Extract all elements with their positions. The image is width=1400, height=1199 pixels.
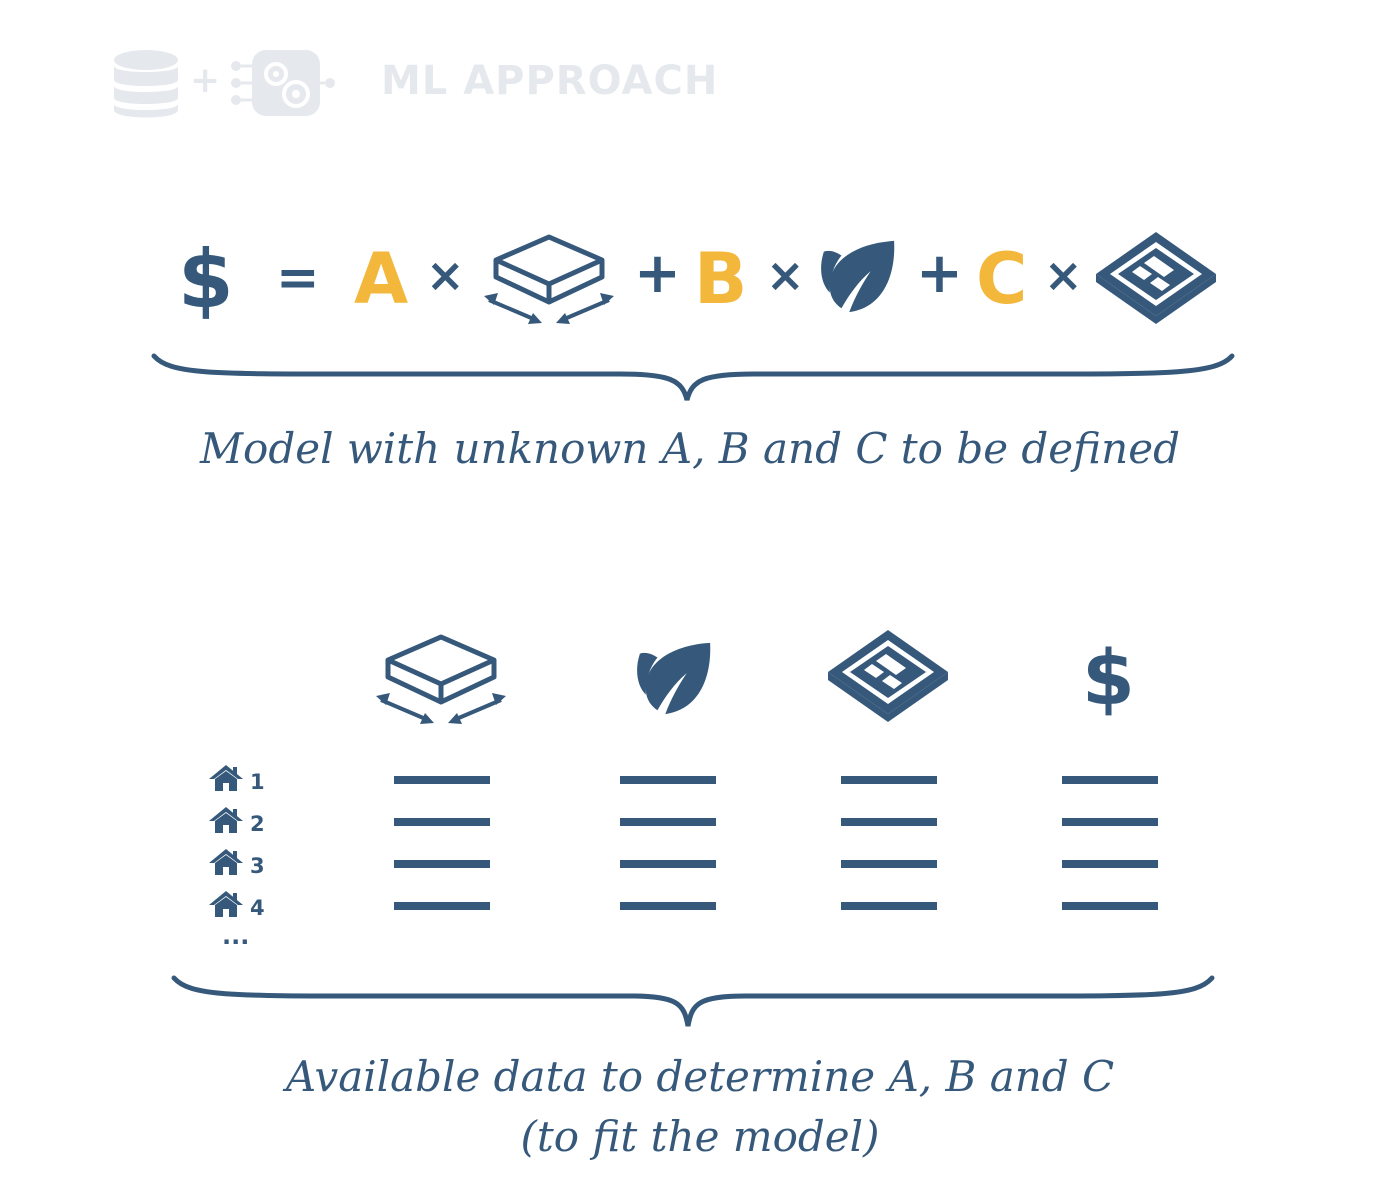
leaf-column-values — [620, 774, 716, 910]
column-header-area-icon — [376, 632, 506, 727]
row-index: 1 — [250, 770, 265, 794]
column-header-dollar-icon: $ — [1082, 633, 1135, 722]
coefficient-b: B — [694, 238, 748, 320]
row-index: 3 — [250, 854, 265, 878]
area-column-values — [394, 774, 490, 910]
coefficient-a: A — [354, 238, 409, 320]
column-header-leaf-icon — [636, 640, 714, 718]
price-column-values — [1062, 774, 1158, 910]
times-sign-b: × — [766, 248, 805, 302]
times-sign-a: × — [426, 248, 465, 302]
equals-sign: = — [276, 248, 320, 308]
floor-plan-icon — [1094, 230, 1218, 326]
price-dollar-symbol: $ — [178, 233, 234, 326]
plus-sign-1: + — [634, 241, 681, 306]
machine-learning-gears-icon — [231, 50, 335, 116]
row-index: 2 — [250, 812, 265, 836]
database-icon — [114, 50, 178, 118]
data-curly-brace — [171, 975, 1215, 1027]
leaf-icon — [820, 238, 898, 316]
data-caption-line1: Available data to determine A, B and C — [285, 1052, 1115, 1101]
more-rows-ellipsis: ... — [222, 922, 250, 950]
header-plus: + — [190, 60, 221, 101]
plus-sign-2: + — [916, 241, 963, 306]
equation-curly-brace — [151, 353, 1235, 401]
house-icon — [208, 848, 244, 876]
house-icon — [208, 890, 244, 918]
column-header-floor-plan-icon — [826, 628, 950, 724]
row-index: 4 — [250, 896, 265, 920]
house-icon — [208, 764, 244, 792]
times-sign-c: × — [1044, 248, 1083, 302]
header-title: ML APPROACH — [381, 58, 719, 104]
area-icon — [484, 232, 614, 327]
house-icon — [208, 806, 244, 834]
coefficient-c: C — [976, 238, 1028, 320]
floor-plan-column-values — [841, 774, 937, 910]
model-caption: Model with unknown A, B and C to be defi… — [200, 424, 1180, 473]
data-caption-line2: (to fit the model) — [520, 1112, 880, 1161]
